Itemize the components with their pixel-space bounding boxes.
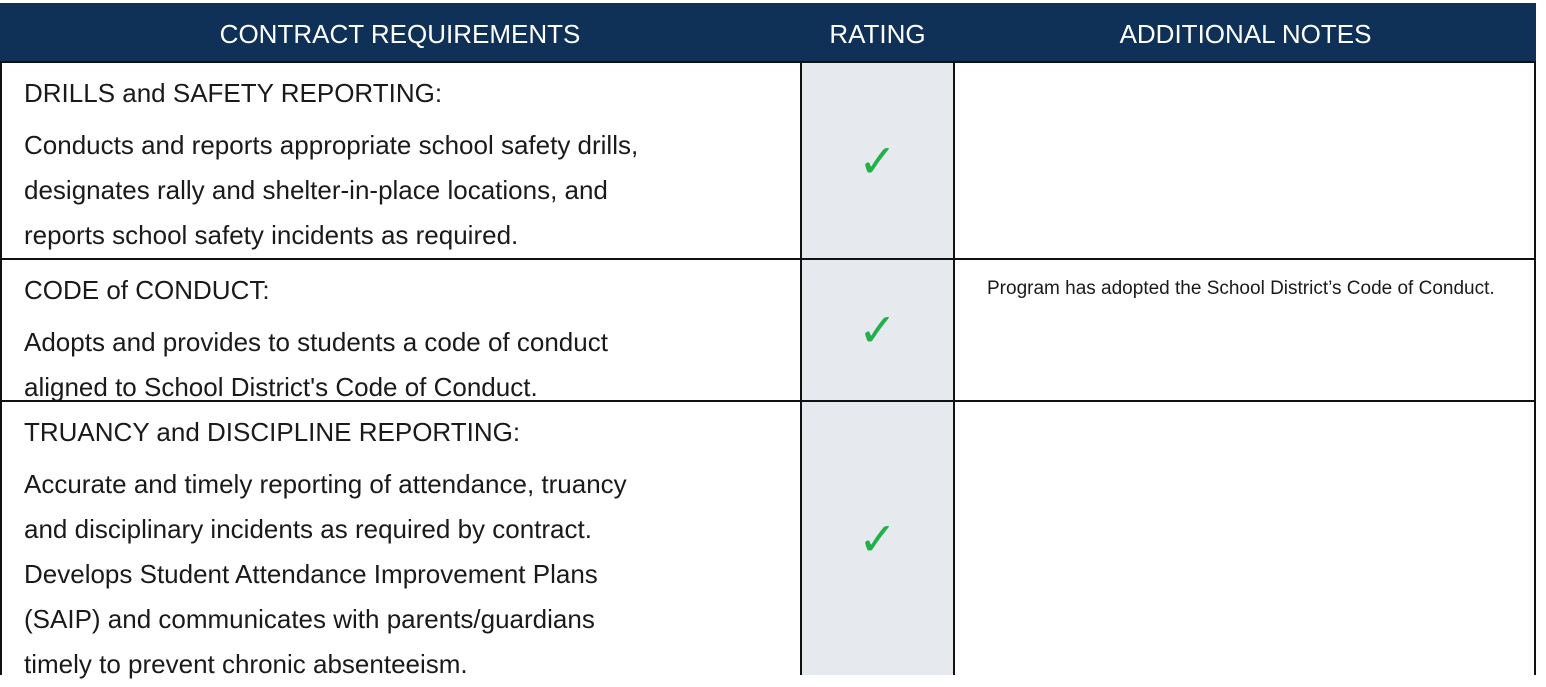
requirement-text: aligned to School District's Code of Con… xyxy=(24,372,538,402)
notes-cell xyxy=(955,402,1536,675)
table-row: DRILLS and SAFETY REPORTING: Conducts and… xyxy=(0,61,1536,258)
requirement-text: (SAIP) and communicates with parents/gua… xyxy=(24,604,595,634)
rating-cell: ✓ xyxy=(800,63,955,258)
header-cell: ADDITIONAL NOTES xyxy=(1119,19,1372,49)
table-header: CONTRACT REQUIREMENTS RATING ADDITIONAL … xyxy=(0,3,1536,61)
requirement-text: Conducts and reports appropriate school … xyxy=(24,130,639,160)
requirement-text: reports school safety incidents as requi… xyxy=(24,220,519,250)
header-cell: RATING xyxy=(829,19,926,49)
header-cell: CONTRACT REQUIREMENTS xyxy=(219,19,581,49)
requirement-text: and disciplinary incidents as required b… xyxy=(24,514,592,544)
rating-check: ✓ xyxy=(858,133,897,188)
requirement-cell: TRUANCY and DISCIPLINE REPORTING: Accurat… xyxy=(0,402,800,679)
requirement-text: Develops Student Attendance Improvement … xyxy=(24,559,598,589)
page: CONTRACT REQUIREMENTS RATING ADDITIONAL … xyxy=(0,3,1536,679)
requirement-cell: CODE of CONDUCT: Adopts and provides to s… xyxy=(0,260,800,402)
requirement-cell: DRILLS and SAFETY REPORTING: Conducts and… xyxy=(0,63,800,258)
rating-check: ✓ xyxy=(858,511,897,566)
requirement-text: designates rally and shelter-in-place lo… xyxy=(24,175,608,205)
rating-cell: ✓ xyxy=(800,402,955,675)
requirement-title: TRUANCY and DISCIPLINE REPORTING: xyxy=(24,417,521,447)
requirement-text: Accurate and timely reporting of attenda… xyxy=(24,469,627,499)
table-row: TRUANCY and DISCIPLINE REPORTING: Accurat… xyxy=(0,400,1536,679)
notes-cell xyxy=(955,63,1536,258)
rating-check: ✓ xyxy=(858,303,897,357)
table-row: CODE of CONDUCT: Adopts and provides to s… xyxy=(0,258,1536,402)
requirement-title: CODE of CONDUCT: xyxy=(24,275,270,305)
requirement-title: DRILLS and SAFETY REPORTING: xyxy=(24,78,443,108)
rating-cell: ✓ xyxy=(800,260,955,400)
notes-text: Program has adopted the School District’… xyxy=(987,278,1495,299)
requirement-text: Adopts and provides to students a code o… xyxy=(24,327,608,357)
notes-cell: Program has adopted the School District’… xyxy=(955,260,1536,400)
requirement-text: timely to prevent chronic absenteeism. xyxy=(24,649,468,679)
